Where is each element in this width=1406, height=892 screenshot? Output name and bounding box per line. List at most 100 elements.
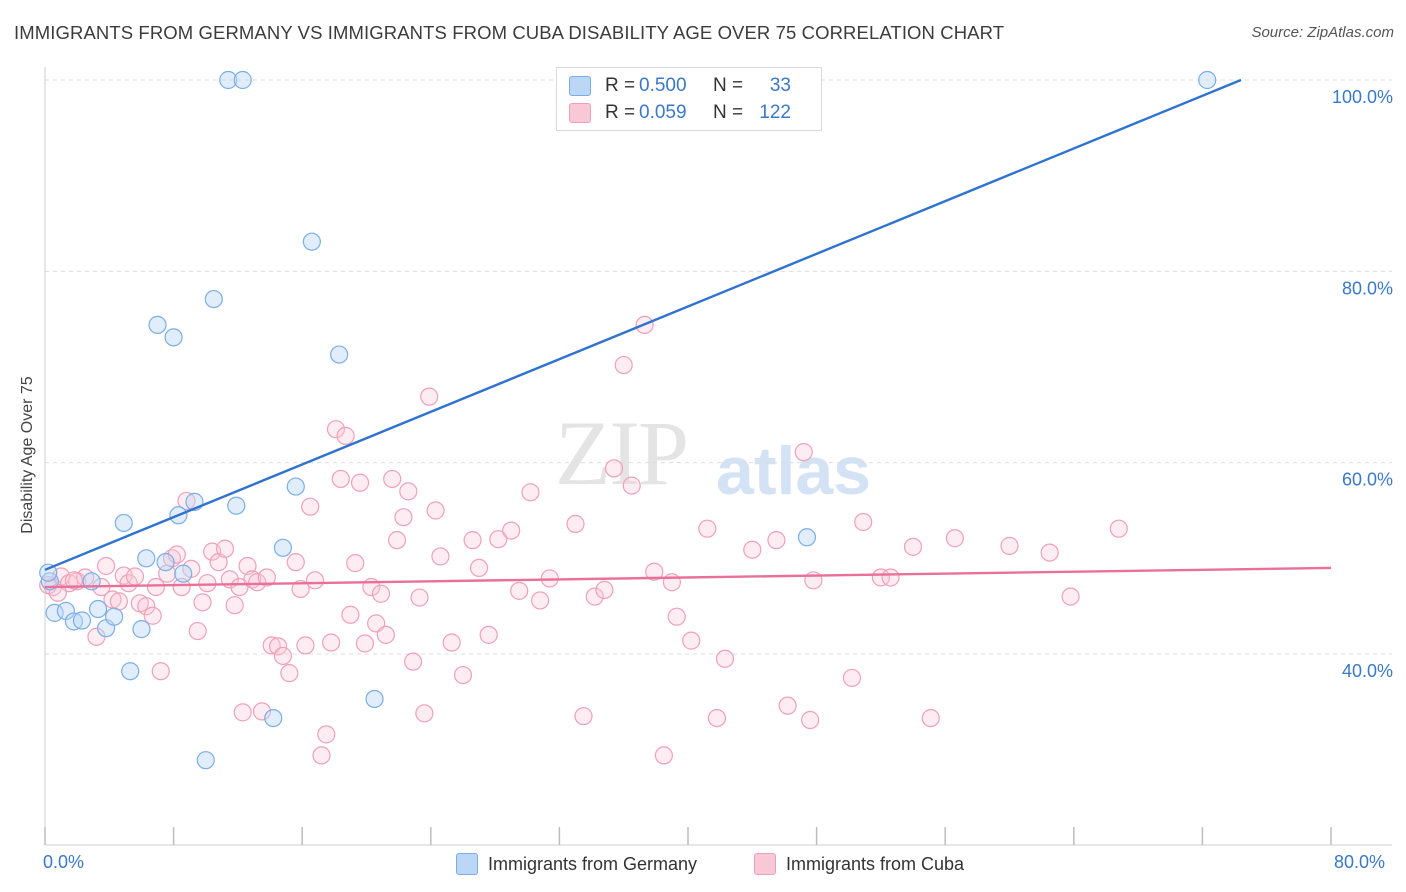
cuba-point	[146, 577, 166, 597]
germany-point	[196, 751, 215, 770]
cuba-point	[341, 605, 360, 624]
cuba-point	[595, 580, 614, 600]
cuba-point	[273, 646, 293, 666]
cuba-point	[125, 567, 145, 586]
cuba-point	[743, 540, 762, 559]
germany-point	[105, 607, 124, 626]
cuba-point	[431, 547, 450, 566]
germany-point	[797, 528, 817, 547]
cuba-point	[662, 573, 682, 592]
y-tick-label: 100.0%	[1332, 87, 1393, 107]
cuba-point	[96, 556, 116, 576]
germany-point	[302, 232, 321, 251]
cuba-legend-swatch	[754, 853, 776, 875]
cuba-point	[614, 355, 633, 375]
cuba-point	[331, 469, 350, 489]
cuba-n-value: 122	[759, 102, 791, 123]
trend-layer	[44, 78, 1332, 589]
cuba-point	[667, 607, 686, 626]
germany-point	[156, 553, 175, 572]
germany-point	[264, 708, 283, 728]
cuba-point	[350, 473, 370, 492]
cuba-point	[322, 633, 341, 652]
cuba-point	[682, 631, 701, 650]
germany-point	[121, 662, 140, 681]
cuba-point	[143, 606, 162, 625]
cuba-point	[574, 707, 593, 726]
cuba-point	[801, 710, 820, 730]
cuba-point	[426, 501, 445, 520]
cuba-point	[420, 387, 439, 406]
cuba-point	[622, 476, 641, 495]
cuba-point	[317, 725, 336, 744]
watermark-zip: ZIP	[555, 402, 689, 504]
cuba-point	[64, 571, 84, 590]
cuba-point	[767, 531, 786, 550]
cuba-point	[326, 420, 346, 439]
cuba-legend-label: Immigrants from Cuba	[786, 853, 965, 874]
bottom-legend-germany: Immigrants from Germany	[456, 851, 697, 877]
cuba-point	[415, 704, 434, 723]
germany-point	[219, 70, 238, 90]
cuba-point	[346, 554, 365, 573]
cuba-r-value: 0.059	[639, 102, 687, 123]
cuba-point	[489, 530, 508, 549]
points-layer	[39, 70, 1217, 770]
germany-legend-label: Immigrants from Germany	[488, 853, 698, 874]
cuba-point	[233, 703, 252, 722]
cuba-point	[215, 539, 235, 558]
cuba-point	[376, 625, 395, 644]
cuba-point	[198, 574, 217, 593]
cuba-point	[172, 577, 191, 597]
cuba-point	[109, 592, 129, 611]
cuba-point	[188, 621, 207, 641]
germany-point	[227, 496, 246, 515]
germany-swatch	[569, 76, 591, 96]
r-label: R =	[605, 75, 636, 96]
cuba-point	[399, 482, 418, 501]
n-label: N =	[713, 75, 744, 96]
cuba-point	[604, 459, 624, 478]
germany-r-value: 0.500	[639, 75, 687, 96]
germany-trend-line	[44, 78, 1242, 571]
cuba-point	[1040, 543, 1059, 562]
cuba-trend-line	[44, 566, 1332, 589]
cuba-point	[312, 746, 331, 765]
cuba-point	[842, 668, 862, 688]
germany-point	[88, 599, 108, 619]
germany-point	[174, 564, 193, 583]
y-tick-label: 60.0%	[1342, 470, 1393, 490]
y-axis-label: Disability Age Over 75	[19, 376, 36, 534]
germany-point	[365, 689, 384, 709]
cuba-point	[794, 443, 813, 462]
cuba-point	[654, 746, 673, 765]
cuba-point	[1000, 536, 1019, 555]
watermark-atlas: atlas	[716, 433, 871, 509]
germany-point	[72, 611, 92, 630]
germany-point	[204, 289, 223, 309]
cuba-point	[291, 579, 310, 599]
germany-n-value: 33	[769, 75, 791, 96]
germany-point	[39, 563, 58, 582]
bottom-legend-cuba: Immigrants from Cuba	[754, 851, 964, 877]
germany-point	[286, 477, 305, 496]
cuba-point	[225, 596, 244, 615]
cuba-point	[268, 637, 288, 656]
cuba-point	[510, 581, 529, 600]
cuba-point	[262, 636, 281, 655]
axis-layer	[44, 67, 1392, 846]
cuba-point	[453, 665, 473, 685]
cuba-point	[463, 531, 482, 550]
cuba-point	[248, 573, 267, 592]
cuba-point	[301, 497, 320, 516]
x-tick-max: 80.0%	[1334, 852, 1386, 872]
cuba-point	[296, 636, 315, 655]
cuba-point	[707, 708, 727, 728]
source-label: Source: ZipAtlas.com	[1251, 24, 1394, 41]
germany-point	[114, 513, 133, 533]
cuba-point	[410, 588, 429, 607]
cuba-point	[394, 508, 413, 527]
cuba-point	[355, 634, 374, 653]
correlation-legend: R = 0.500 N = 33 R = 0.059 N = 122	[556, 67, 822, 131]
